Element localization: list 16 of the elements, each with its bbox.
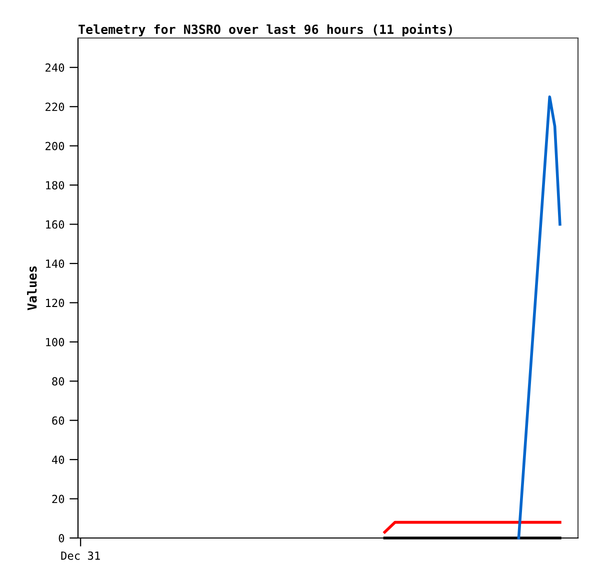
chart-title: Telemetry for N3SRO over last 96 hours (11 points) — [78, 24, 452, 36]
y-axis-title: Values — [27, 266, 37, 310]
y-tick-label: 80 — [52, 377, 64, 386]
y-tick-label: 200 — [46, 142, 64, 150]
y-tick-label: 160 — [46, 220, 64, 229]
y-tick-label: 60 — [52, 416, 64, 425]
y-tick-label: 220 — [46, 102, 64, 112]
y-tick-label: 20 — [52, 494, 64, 504]
y-tick-label: 240 — [46, 63, 64, 72]
y-tick-label: 0 — [58, 534, 64, 542]
y-tick-label: 100 — [46, 338, 64, 346]
y-tick-label: 180 — [46, 181, 64, 190]
y-tick-label: 140 — [46, 259, 64, 268]
y-tick-label: 120 — [46, 298, 64, 308]
y-tick-label: 40 — [52, 456, 64, 464]
x-tick-label: Dec 31 — [61, 551, 100, 560]
